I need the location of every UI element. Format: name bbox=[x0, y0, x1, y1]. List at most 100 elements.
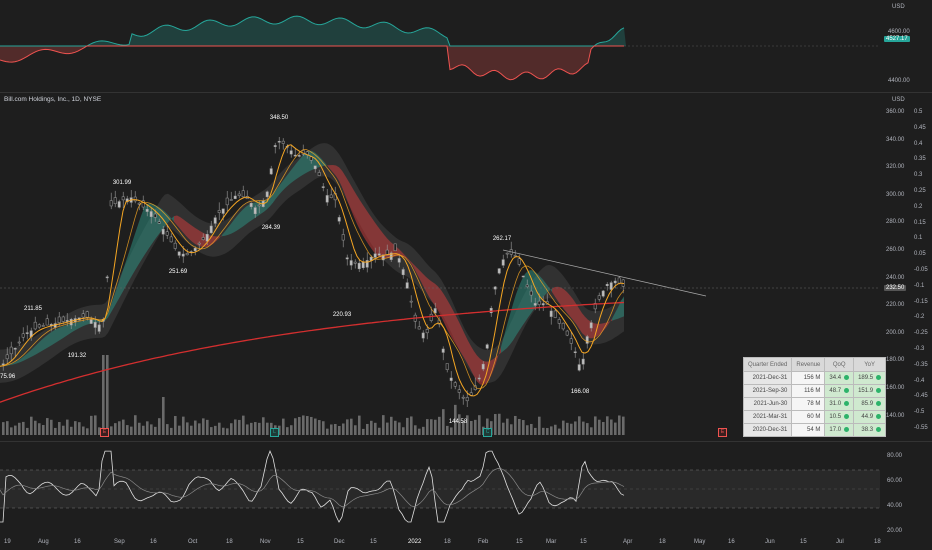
candle-body bbox=[37, 324, 41, 328]
band-segment bbox=[525, 270, 528, 322]
candle-body bbox=[537, 300, 541, 305]
band-segment bbox=[240, 209, 243, 229]
band-segment bbox=[378, 226, 381, 259]
time-axis-label: 16 bbox=[728, 539, 735, 545]
price-axis-label: 180.00 bbox=[886, 357, 905, 364]
band-segment bbox=[54, 328, 57, 344]
volume-bar bbox=[606, 416, 609, 435]
band-segment bbox=[21, 356, 24, 362]
volume-bar bbox=[386, 422, 389, 435]
band-segment bbox=[63, 325, 66, 339]
band-segment bbox=[39, 339, 42, 353]
percent-axis-label: -0.55 bbox=[914, 425, 928, 431]
event-marker-c[interactable]: C bbox=[483, 428, 492, 437]
candle-body bbox=[229, 199, 233, 201]
main-currency-label: USD bbox=[892, 97, 905, 103]
volume-bar bbox=[358, 415, 361, 435]
price-axis-label: 280.00 bbox=[886, 219, 905, 226]
volume-bar bbox=[314, 418, 317, 435]
time-axis-label: Jun bbox=[765, 539, 775, 545]
band-segment bbox=[234, 215, 237, 233]
volume-bar bbox=[190, 425, 193, 435]
yoy-cell: 189.5 bbox=[853, 371, 887, 385]
band-segment bbox=[282, 178, 285, 192]
percent-axis-label: 0.4 bbox=[914, 140, 923, 147]
candle-body bbox=[541, 303, 545, 306]
candle-body bbox=[457, 389, 461, 393]
band-segment bbox=[24, 353, 27, 361]
volume-bar bbox=[82, 426, 85, 435]
candle-body bbox=[477, 377, 481, 380]
volume-bar bbox=[50, 419, 53, 435]
volume-bar bbox=[346, 419, 349, 435]
volume-bar bbox=[530, 423, 533, 435]
band-segment bbox=[429, 279, 432, 302]
col-header-quarter: Quarter Ended bbox=[742, 357, 793, 372]
col-header-qoq: QoQ bbox=[824, 357, 855, 372]
candle-body bbox=[193, 247, 197, 252]
volume-bar bbox=[158, 418, 161, 435]
volume-bar bbox=[14, 425, 17, 435]
candle-body bbox=[249, 202, 253, 207]
volume-bar bbox=[430, 419, 433, 435]
growth-dot-icon bbox=[844, 374, 850, 380]
volume-bar bbox=[298, 416, 301, 435]
volume-bar bbox=[290, 425, 293, 435]
index-price-tag: 4527.17 bbox=[884, 36, 910, 42]
band-segment bbox=[285, 174, 288, 189]
candle-body bbox=[373, 253, 377, 258]
table-row: 2020-Dec-31 54 M 17.0 38.3 bbox=[742, 423, 887, 437]
volume-bar bbox=[230, 423, 233, 435]
candle-body bbox=[589, 322, 593, 329]
band-segment bbox=[453, 310, 456, 345]
volume-bar bbox=[106, 355, 109, 435]
band-segment bbox=[423, 273, 426, 292]
volume-bar bbox=[10, 427, 13, 435]
candle-body bbox=[429, 313, 433, 321]
volume-bar bbox=[110, 426, 113, 435]
candle-body bbox=[181, 253, 185, 257]
volume-bar bbox=[278, 425, 281, 435]
volume-bar bbox=[450, 427, 453, 435]
band-segment bbox=[252, 202, 255, 220]
band-segment bbox=[339, 167, 342, 188]
band-segment bbox=[504, 325, 507, 351]
band-segment bbox=[36, 342, 39, 355]
earnings-marker[interactable]: E bbox=[100, 428, 109, 437]
percent-axis-label: 0.25 bbox=[914, 188, 926, 194]
volume-bar bbox=[418, 428, 421, 435]
band-segment bbox=[528, 270, 531, 318]
volume-bar bbox=[238, 419, 241, 435]
volume-bar bbox=[378, 427, 381, 435]
price-axis-label: 240.00 bbox=[886, 274, 905, 281]
band-segment bbox=[450, 304, 453, 340]
band-segment bbox=[27, 350, 30, 360]
candle-body bbox=[405, 282, 409, 289]
candle-body bbox=[597, 295, 601, 300]
qoq-cell: 48.7 bbox=[824, 384, 855, 398]
volume-bar bbox=[138, 422, 141, 435]
band-segment bbox=[300, 155, 303, 177]
candle-body bbox=[65, 320, 69, 322]
event-marker-l[interactable]: L bbox=[270, 428, 279, 437]
qoq-value: 17.0 bbox=[829, 427, 842, 434]
volume-bar bbox=[502, 422, 505, 435]
price-annotation: 220.93 bbox=[333, 312, 352, 318]
time-axis-label: 15 bbox=[800, 539, 807, 545]
volume-bar bbox=[406, 417, 409, 435]
current-price-tag: 232.50 bbox=[884, 285, 907, 291]
candle-body bbox=[529, 290, 533, 296]
band-segment bbox=[231, 219, 234, 234]
quarter-cell: 2021-Jun-30 bbox=[742, 397, 793, 411]
candle-body bbox=[237, 193, 241, 196]
band-segment bbox=[546, 283, 549, 294]
band-segment bbox=[72, 322, 75, 333]
growth-dot-icon bbox=[876, 374, 882, 380]
candle-body bbox=[433, 308, 437, 314]
candle-body bbox=[533, 303, 537, 306]
band-segment bbox=[444, 294, 447, 330]
band-segment bbox=[507, 314, 510, 348]
price-axis-label: 200.00 bbox=[886, 329, 905, 336]
earnings-marker[interactable]: E bbox=[718, 428, 727, 437]
band-segment bbox=[138, 216, 141, 266]
